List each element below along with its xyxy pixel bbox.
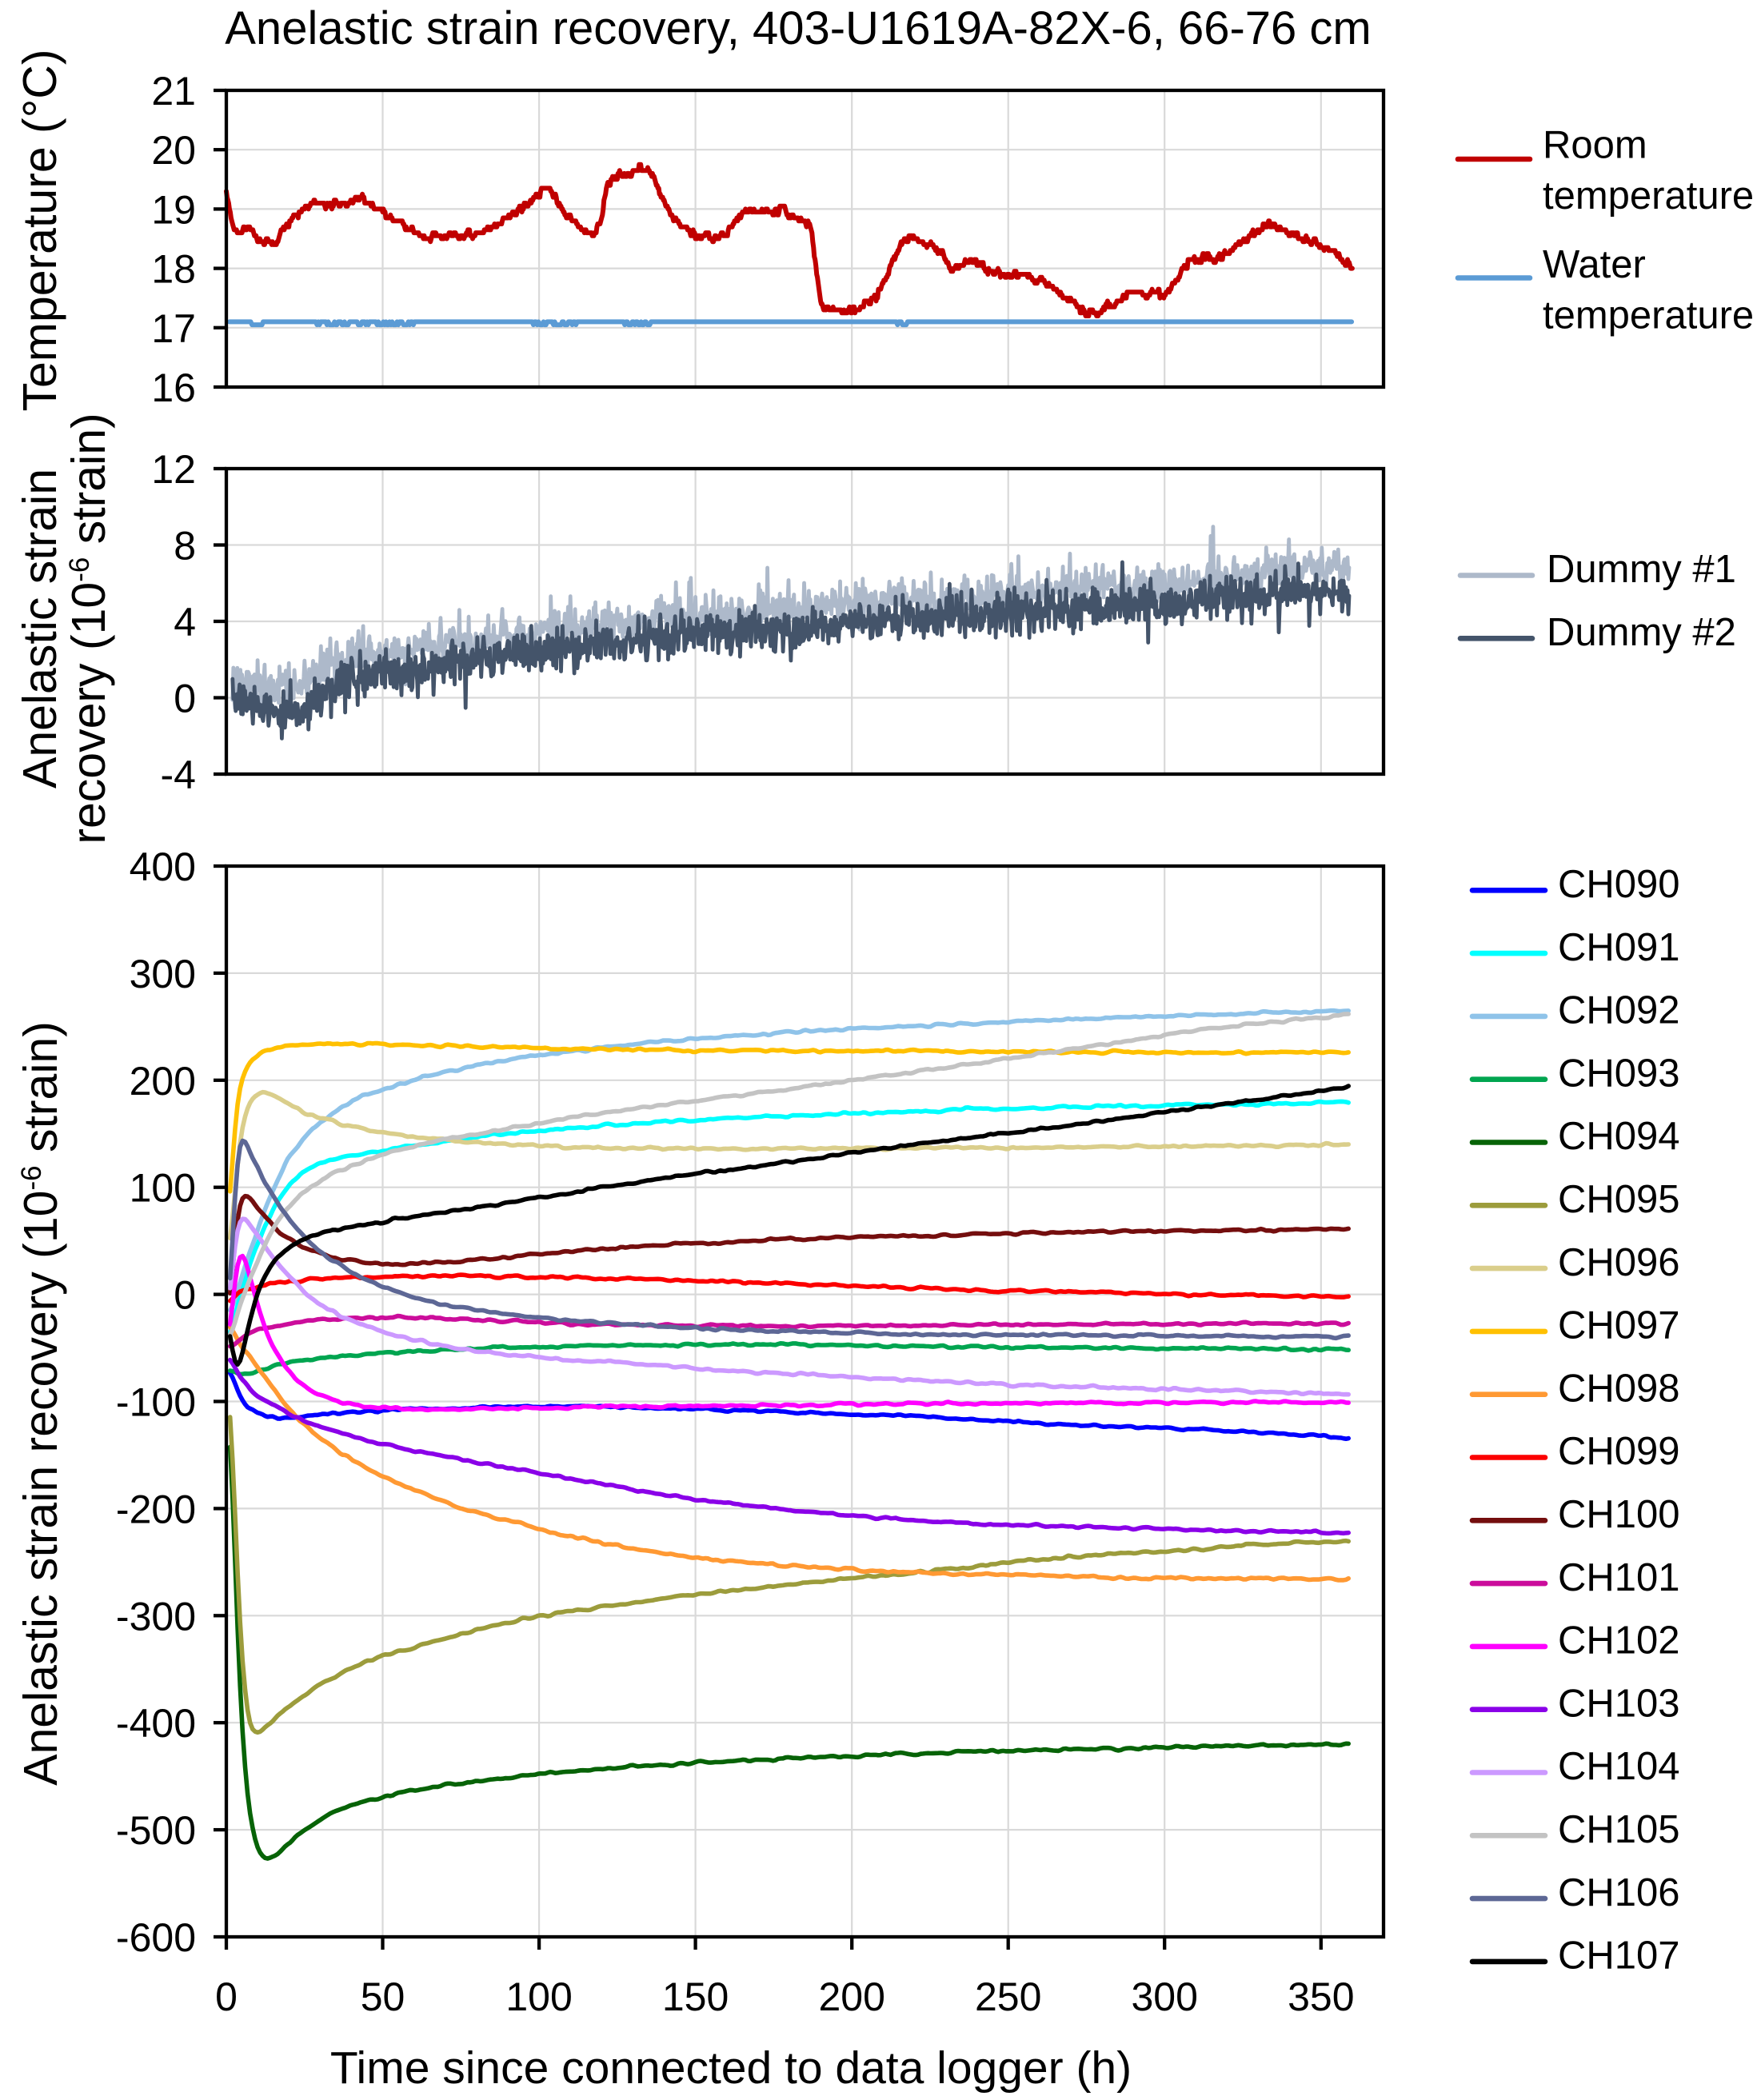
- svg-text:19: 19: [151, 187, 196, 232]
- svg-text:CH094: CH094: [1558, 1115, 1680, 1158]
- svg-text:17: 17: [151, 306, 196, 351]
- svg-text:400: 400: [130, 844, 196, 889]
- svg-text:Anelastic strain recovery (10-: Anelastic strain recovery (10-6 strain): [14, 1021, 67, 1786]
- svg-text:50: 50: [361, 1974, 405, 2019]
- svg-text:CH101: CH101: [1558, 1556, 1680, 1599]
- svg-text:8: 8: [174, 524, 196, 569]
- svg-text:-300: -300: [116, 1594, 196, 1639]
- svg-text:CH100: CH100: [1558, 1493, 1680, 1536]
- svg-text:100: 100: [130, 1166, 196, 1211]
- svg-text:Anelastic strain: Anelastic strain: [14, 469, 66, 788]
- svg-text:18: 18: [151, 247, 196, 292]
- svg-text:200: 200: [818, 1974, 884, 2019]
- svg-text:temperature: temperature: [1543, 294, 1754, 337]
- svg-text:CH090: CH090: [1558, 863, 1680, 906]
- svg-text:CH099: CH099: [1558, 1430, 1680, 1473]
- svg-text:CH093: CH093: [1558, 1052, 1680, 1095]
- svg-text:CH107: CH107: [1558, 1934, 1680, 1978]
- svg-text:0: 0: [215, 1974, 238, 2019]
- svg-text:100: 100: [505, 1974, 572, 2019]
- svg-text:CH091: CH091: [1558, 926, 1680, 969]
- svg-text:recovery (10-6 strain): recovery (10-6 strain): [62, 413, 115, 844]
- svg-text:350: 350: [1288, 1974, 1354, 2019]
- svg-text:CH105: CH105: [1558, 1808, 1680, 1851]
- svg-text:Dummy #1: Dummy #1: [1547, 548, 1736, 591]
- svg-text:12: 12: [151, 447, 196, 492]
- svg-text:150: 150: [662, 1974, 729, 2019]
- svg-text:-600: -600: [116, 1915, 196, 1960]
- svg-text:Temperature (°C): Temperature (°C): [14, 49, 66, 411]
- svg-text:20: 20: [151, 128, 196, 173]
- svg-text:-200: -200: [116, 1487, 196, 1531]
- svg-text:4: 4: [174, 600, 196, 645]
- svg-text:200: 200: [130, 1059, 196, 1104]
- svg-text:CH092: CH092: [1558, 989, 1680, 1032]
- svg-text:CH096: CH096: [1558, 1241, 1680, 1284]
- svg-text:0: 0: [174, 677, 196, 721]
- svg-text:-100: -100: [116, 1380, 196, 1425]
- svg-text:temperature: temperature: [1543, 174, 1754, 218]
- svg-text:Anelastic strain recovery, 403: Anelastic strain recovery, 403-U1619A-82…: [225, 2, 1372, 54]
- svg-text:300: 300: [1131, 1974, 1197, 2019]
- svg-text:21: 21: [151, 69, 196, 114]
- svg-text:CH097: CH097: [1558, 1304, 1680, 1347]
- svg-text:-400: -400: [116, 1701, 196, 1746]
- svg-text:Time since connected to data l: Time since connected to data logger (h): [330, 2042, 1132, 2094]
- svg-text:Dummy #2: Dummy #2: [1547, 611, 1736, 654]
- svg-text:CH098: CH098: [1558, 1367, 1680, 1410]
- svg-text:CH095: CH095: [1558, 1178, 1680, 1221]
- svg-text:CH102: CH102: [1558, 1619, 1680, 1663]
- svg-text:CH104: CH104: [1558, 1745, 1680, 1788]
- svg-text:Room: Room: [1543, 124, 1647, 167]
- svg-text:0: 0: [174, 1273, 196, 1318]
- svg-text:CH103: CH103: [1558, 1682, 1680, 1725]
- svg-text:-4: -4: [161, 753, 196, 797]
- svg-text:-500: -500: [116, 1808, 196, 1853]
- svg-text:CH106: CH106: [1558, 1871, 1680, 1914]
- svg-text:16: 16: [151, 365, 196, 410]
- svg-text:300: 300: [130, 952, 196, 996]
- svg-text:250: 250: [975, 1974, 1041, 2019]
- svg-text:Water: Water: [1543, 243, 1646, 286]
